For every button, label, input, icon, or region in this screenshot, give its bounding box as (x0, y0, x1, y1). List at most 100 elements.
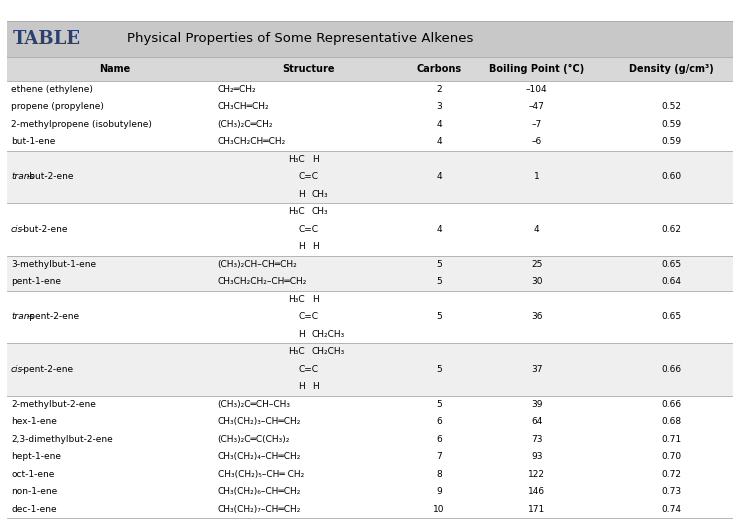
Text: 5: 5 (436, 400, 442, 409)
Text: 6: 6 (436, 418, 442, 427)
Text: 2: 2 (436, 85, 442, 94)
Text: -pent-2-ene: -pent-2-ene (20, 365, 73, 374)
Text: hept-1-ene: hept-1-ene (11, 452, 61, 461)
Text: (CH₃)₂C═C(CH₃)₂: (CH₃)₂C═C(CH₃)₂ (218, 435, 290, 444)
Bar (7, 21, 733, 57)
Text: H: H (312, 382, 319, 391)
Text: 0.62: 0.62 (661, 225, 681, 234)
Text: trans: trans (11, 173, 34, 181)
Text: pent-1-ene: pent-1-ene (11, 277, 61, 286)
Text: cis: cis (11, 365, 23, 374)
Text: H: H (298, 330, 305, 339)
Text: H₃C: H₃C (288, 295, 305, 304)
Text: 5: 5 (436, 277, 442, 286)
Text: TABLE: TABLE (13, 30, 81, 48)
Text: 2-methylpropene (isobutylene): 2-methylpropene (isobutylene) (11, 120, 152, 129)
Text: 0.66: 0.66 (661, 400, 681, 409)
Text: non-1-ene: non-1-ene (11, 488, 57, 497)
Text: 64: 64 (531, 418, 542, 427)
Text: 5: 5 (436, 365, 442, 374)
Text: Structure: Structure (282, 64, 334, 74)
Text: CH₃: CH₃ (312, 207, 329, 216)
Text: 0.64: 0.64 (661, 277, 681, 286)
Text: 2,3-dimethylbut-2-ene: 2,3-dimethylbut-2-ene (11, 435, 112, 444)
Text: H: H (298, 242, 305, 251)
Text: –7: –7 (531, 120, 542, 129)
Text: 36: 36 (531, 312, 542, 321)
Text: C=C: C=C (298, 312, 318, 321)
Text: CH₃(CH₂)₄–CH═CH₂: CH₃(CH₂)₄–CH═CH₂ (218, 452, 301, 461)
Text: 4: 4 (436, 173, 442, 181)
Text: 30: 30 (531, 277, 542, 286)
Bar (7, 256, 733, 290)
Text: 1: 1 (534, 173, 539, 181)
Bar (7, 57, 733, 80)
Text: 122: 122 (528, 470, 545, 479)
Text: C=C: C=C (298, 225, 318, 234)
Text: -pent-2-ene: -pent-2-ene (26, 312, 79, 321)
Text: 4: 4 (436, 225, 442, 234)
Text: Boiling Point (°C): Boiling Point (°C) (489, 64, 585, 74)
Text: 171: 171 (528, 505, 545, 514)
Text: 4: 4 (534, 225, 539, 234)
Text: 5: 5 (436, 312, 442, 321)
Text: trans: trans (11, 312, 34, 321)
Text: 0.74: 0.74 (661, 505, 681, 514)
Text: –6: –6 (531, 137, 542, 146)
Text: H: H (312, 295, 319, 304)
Bar (7, 290, 733, 343)
Text: CH₃CH₂CH₂–CH═CH₂: CH₃CH₂CH₂–CH═CH₂ (218, 277, 307, 286)
Text: CH₂CH₃: CH₂CH₃ (312, 330, 346, 339)
Text: -but-2-ene: -but-2-ene (20, 225, 67, 234)
Text: CH₃CH═CH₂: CH₃CH═CH₂ (218, 102, 269, 112)
Text: 0.59: 0.59 (661, 120, 681, 129)
Text: CH₂═CH₂: CH₂═CH₂ (218, 85, 256, 94)
Text: 0.68: 0.68 (661, 418, 681, 427)
Text: 0.59: 0.59 (661, 137, 681, 146)
Text: dec-1-ene: dec-1-ene (11, 505, 57, 514)
Text: H: H (298, 190, 305, 199)
Text: cis: cis (11, 225, 23, 234)
Text: 8: 8 (436, 470, 442, 479)
Text: 7: 7 (436, 452, 442, 461)
Text: Carbons: Carbons (417, 64, 462, 74)
Bar (7, 343, 733, 396)
Text: CH₃CH₂CH═CH₂: CH₃CH₂CH═CH₂ (218, 137, 286, 146)
Text: oct-1-ene: oct-1-ene (11, 470, 55, 479)
Text: H: H (312, 242, 319, 251)
Text: 10: 10 (433, 505, 445, 514)
Text: 0.71: 0.71 (661, 435, 681, 444)
Text: H₃C: H₃C (288, 155, 305, 164)
Bar (7, 150, 733, 203)
Text: ethene (ethylene): ethene (ethylene) (11, 85, 93, 94)
Text: 6: 6 (436, 435, 442, 444)
Text: 37: 37 (531, 365, 542, 374)
Text: 0.66: 0.66 (661, 365, 681, 374)
Text: 146: 146 (528, 488, 545, 497)
Text: 9: 9 (436, 488, 442, 497)
Text: CH₃(CH₂)₆–CH═CH₂: CH₃(CH₂)₆–CH═CH₂ (218, 488, 301, 497)
Text: 25: 25 (531, 260, 542, 269)
Text: CH₃(CH₂)₃–CH═CH₂: CH₃(CH₂)₃–CH═CH₂ (218, 418, 301, 427)
Bar (7, 203, 733, 256)
Text: (CH₃)₂CH–CH═CH₂: (CH₃)₂CH–CH═CH₂ (218, 260, 297, 269)
Text: Density (g/cm³): Density (g/cm³) (628, 64, 713, 74)
Text: C=C: C=C (298, 365, 318, 374)
Text: H₃C: H₃C (288, 207, 305, 216)
Text: hex-1-ene: hex-1-ene (11, 418, 57, 427)
Text: 39: 39 (531, 400, 542, 409)
Bar (7, 396, 733, 518)
Text: 0.65: 0.65 (661, 312, 681, 321)
Text: but-1-ene: but-1-ene (11, 137, 56, 146)
Bar (7, 80, 733, 150)
Text: CH₂CH₃: CH₂CH₃ (312, 348, 346, 357)
Text: 0.70: 0.70 (661, 452, 681, 461)
Text: 0.73: 0.73 (661, 488, 681, 497)
Text: -but-2-ene: -but-2-ene (26, 173, 74, 181)
Text: 0.60: 0.60 (661, 173, 681, 181)
Text: 0.52: 0.52 (661, 102, 681, 112)
Text: 4: 4 (436, 137, 442, 146)
Text: 73: 73 (531, 435, 542, 444)
Text: –104: –104 (526, 85, 548, 94)
Text: 93: 93 (531, 452, 542, 461)
